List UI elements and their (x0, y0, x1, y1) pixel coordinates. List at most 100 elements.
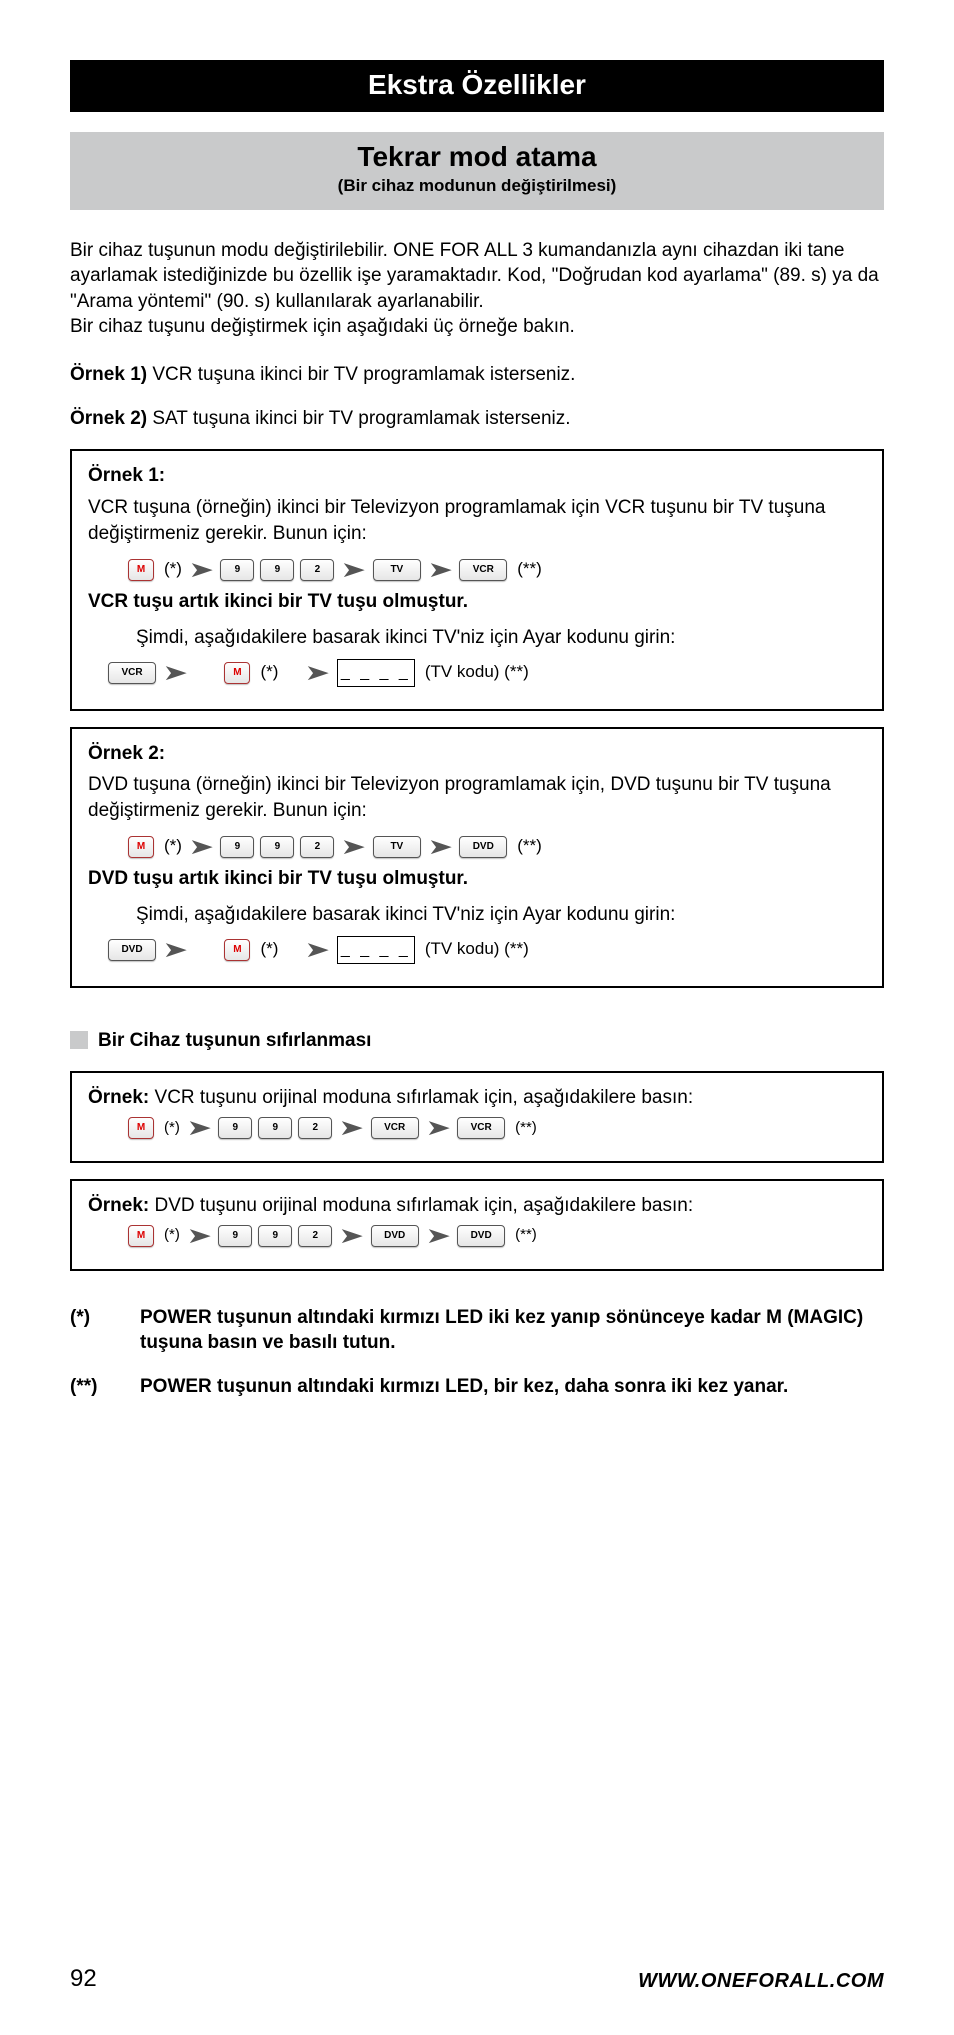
arrow-icon: ➤ (425, 1117, 451, 1139)
num-2-button-icon: 2 (298, 1225, 332, 1247)
magic-button-icon: M (128, 1117, 154, 1139)
box4-sequence: M (*) ➤ 9 9 2 ➤ DVD ➤ DVD (**) (128, 1225, 866, 1247)
star-mark: (*) (164, 1225, 180, 1245)
star-mark: (*) (260, 938, 278, 961)
footnotes: (*) POWER tuşunun altındaki kırmızı LED … (70, 1305, 884, 1400)
box1-sequence-1: M (*) ➤ 9 9 2 ➤ TV ➤ VCR (**) (128, 558, 866, 581)
box1-sequence-2: VCR ➤ M (*) ➤ _ _ _ _ (TV kodu) (**) (108, 659, 866, 687)
vcr-button-icon: VCR (108, 662, 156, 684)
arrow-icon: ➤ (427, 836, 453, 858)
double-star-mark: (**) (517, 558, 542, 581)
star-mark: (*) (164, 558, 182, 581)
arrow-icon: ➤ (162, 939, 188, 961)
double-star-mark: (**) (515, 1118, 537, 1138)
dvd-button-icon: DVD (108, 939, 156, 961)
box1-text: VCR tuşuna (örneğin) ikinci bir Televizy… (88, 495, 866, 546)
arrow-icon: ➤ (305, 939, 331, 961)
magic-button-icon: M (128, 1225, 154, 1247)
footnote-2: (**) POWER tuşunun altındaki kırmızı LED… (70, 1374, 884, 1400)
star-mark: (*) (164, 835, 182, 858)
box4-text-line: Örnek: DVD tuşunu orijinal moduna sıfırl… (88, 1193, 866, 1219)
arrow-icon: ➤ (341, 559, 367, 581)
dvd-button-icon: DVD (459, 836, 507, 858)
dvd-button-icon: DVD (371, 1225, 419, 1247)
num-9-button-icon: 9 (218, 1225, 252, 1247)
box4-label: Örnek: (88, 1195, 149, 1216)
arrow-icon: ➤ (188, 836, 214, 858)
box2-text: DVD tuşuna (örneğin) ikinci bir Televizy… (88, 772, 866, 823)
arrow-icon: ➤ (339, 1117, 365, 1139)
vcr-button-icon: VCR (371, 1117, 419, 1139)
square-bullet-icon (70, 1031, 88, 1049)
example-1-label: Örnek 1) (70, 364, 147, 385)
star-mark: (*) (260, 661, 278, 684)
page-number: 92 (70, 1963, 97, 1995)
tv-button-icon: TV (373, 836, 421, 858)
example-2-box: Örnek 2: DVD tuşuna (örneğin) ikinci bir… (70, 727, 884, 988)
arrow-icon: ➤ (186, 1117, 212, 1139)
box3-text: VCR tuşunu orijinal moduna sıfırlamak iç… (149, 1087, 693, 1108)
arrow-icon: ➤ (188, 559, 214, 581)
reset-heading-text: Bir Cihaz tuşunun sıfırlanması (98, 1028, 371, 1054)
reset-vcr-box: Örnek: VCR tuşunu orijinal moduna sıfırl… (70, 1071, 884, 1163)
example-2-text: SAT tuşuna ikinci bir TV programlamak is… (147, 408, 570, 429)
box1-title: Örnek 1: (88, 463, 866, 489)
page-footer: 92 WWW.ONEFORALL.COM (70, 1963, 884, 1995)
vcr-button-icon: VCR (457, 1117, 505, 1139)
example-2-label: Örnek 2) (70, 408, 147, 429)
box3-text-line: Örnek: VCR tuşunu orijinal moduna sıfırl… (88, 1085, 866, 1111)
box1-result: VCR tuşu artık ikinci bir TV tuşu olmuşt… (88, 589, 866, 615)
code-entry-box: _ _ _ _ (337, 936, 415, 964)
arrow-icon: ➤ (162, 662, 188, 684)
footnote-2-text: POWER tuşunun altındaki kırmızı LED, bir… (140, 1374, 884, 1400)
dvd-button-icon: DVD (457, 1225, 505, 1247)
box2-title: Örnek 2: (88, 741, 866, 767)
num-9-button-icon: 9 (220, 559, 254, 581)
sub-heading-title: Tekrar mod atama (70, 142, 884, 173)
arrow-icon: ➤ (427, 559, 453, 581)
footnote-1-text: POWER tuşunun altındaki kırmızı LED iki … (140, 1305, 884, 1356)
box2-sub-instruction: Şimdi, aşağıdakilere basarak ikinci TV'n… (136, 902, 866, 928)
num-9-button-icon: 9 (220, 836, 254, 858)
box1-sub-instruction: Şimdi, aşağıdakilere basarak ikinci TV'n… (136, 625, 866, 651)
example-1-intro: Örnek 1) VCR tuşuna ikinci bir TV progra… (70, 362, 884, 388)
box3-label: Örnek: (88, 1087, 149, 1108)
double-star-mark: (**) (515, 1225, 537, 1245)
num-2-button-icon: 2 (300, 836, 334, 858)
page-main-heading: Ekstra Özellikler (70, 60, 884, 112)
intro-paragraph: Bir cihaz tuşunun modu değiştirilebilir.… (70, 238, 884, 341)
num-2-button-icon: 2 (298, 1117, 332, 1139)
magic-button-icon: M (224, 939, 250, 961)
magic-button-icon: M (128, 836, 154, 858)
box3-sequence: M (*) ➤ 9 9 2 ➤ VCR ➤ VCR (**) (128, 1117, 866, 1139)
reset-section-heading: Bir Cihaz tuşunun sıfırlanması (70, 1028, 884, 1054)
star-mark: (*) (164, 1118, 180, 1138)
reset-dvd-box: Örnek: DVD tuşunu orijinal moduna sıfırl… (70, 1179, 884, 1271)
num-9-button-icon: 9 (260, 836, 294, 858)
arrow-icon: ➤ (186, 1225, 212, 1247)
box4-text: DVD tuşunu orijinal moduna sıfırlamak iç… (149, 1195, 693, 1216)
footnote-1-symbol: (*) (70, 1305, 110, 1356)
example-1-box: Örnek 1: VCR tuşuna (örneğin) ikinci bir… (70, 449, 884, 710)
footer-url: WWW.ONEFORALL.COM (638, 1968, 884, 1995)
num-9-button-icon: 9 (218, 1117, 252, 1139)
page-sub-heading: Tekrar mod atama (Bir cihaz modunun deği… (70, 132, 884, 210)
num-9-button-icon: 9 (258, 1117, 292, 1139)
box2-sequence-1: M (*) ➤ 9 9 2 ➤ TV ➤ DVD (**) (128, 835, 866, 858)
intro-text-1: Bir cihaz tuşunun modu değiştirilebilir.… (70, 238, 884, 315)
intro-text-2: Bir cihaz tuşunu değiştirmek için aşağıd… (70, 314, 884, 340)
footnote-1: (*) POWER tuşunun altındaki kırmızı LED … (70, 1305, 884, 1356)
num-2-button-icon: 2 (300, 559, 334, 581)
code-label: (TV kodu) (**) (425, 938, 529, 961)
example-1-text: VCR tuşuna ikinci bir TV programlamak is… (147, 364, 575, 385)
arrow-icon: ➤ (305, 662, 331, 684)
box2-sequence-2: DVD ➤ M (*) ➤ _ _ _ _ (TV kodu) (**) (108, 936, 866, 964)
example-2-intro: Örnek 2) SAT tuşuna ikinci bir TV progra… (70, 406, 884, 432)
code-entry-box: _ _ _ _ (337, 659, 415, 687)
sub-heading-subtitle: (Bir cihaz modunun değiştirilmesi) (70, 175, 884, 198)
box2-result: DVD tuşu artık ikinci bir TV tuşu olmuşt… (88, 866, 866, 892)
arrow-icon: ➤ (425, 1225, 451, 1247)
tv-button-icon: TV (373, 559, 421, 581)
vcr-button-icon: VCR (459, 559, 507, 581)
num-9-button-icon: 9 (258, 1225, 292, 1247)
